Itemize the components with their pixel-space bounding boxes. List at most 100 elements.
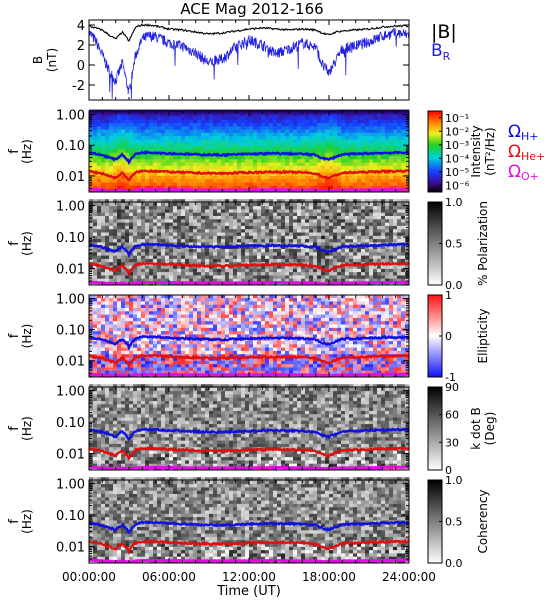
x-tick-label: 00:00:00 [62, 570, 116, 584]
legend-omega-he-symbol: Ω [508, 142, 521, 162]
legend-b-radial-sub: R [443, 50, 451, 63]
colorbar-tick-label: 10⁻¹ [445, 112, 469, 125]
colorbar-label: (nT²/Hz) [483, 127, 497, 175]
colorbar-label: % Polarization [476, 201, 490, 286]
y-tick-label: 0.01 [56, 355, 85, 370]
y-axis-label: f [7, 149, 22, 154]
colorbar-tick-label: 10⁻⁵ [445, 166, 469, 179]
gyro-line-h-plus [89, 520, 409, 535]
colorbar [427, 110, 443, 193]
y-tick-label: 0.01 [56, 448, 85, 463]
y-axis-label: f [7, 519, 22, 524]
series-line-b-radial [89, 27, 409, 100]
panel-polarization: 1.00 0.10 0.01 f(Hz) 1.0 0.5 0.0 % Polarization [7, 196, 490, 292]
colorbar-tick-label: 0.0 [445, 279, 463, 292]
colorbar-tick-label: 10⁻³ [445, 139, 469, 152]
y-axis-label: (Hz) [20, 231, 34, 256]
y-tick-label: 0.10 [56, 324, 85, 339]
y-tick-label: 0.01 [56, 263, 85, 278]
spectrogram [89, 384, 410, 471]
gyro-line-h-plus [89, 334, 409, 351]
y-axis-label: (Hz) [20, 139, 34, 164]
legend-gyro: ΩH+ ΩHe+ ΩO+ [508, 122, 545, 183]
colorbar-tick-label: 0.0 [445, 557, 463, 570]
colorbar-tick-label: 0 [445, 330, 452, 343]
y-axis-label: (Hz) [20, 416, 34, 441]
colorbar-tick-label: 10⁻² [445, 125, 469, 138]
colorbar-label: k dot B [469, 407, 483, 449]
spectrogram [89, 294, 410, 378]
y-tick-label: 0.01 [56, 541, 85, 556]
legend-b-radial: BR [431, 41, 451, 63]
colorbar-tick-label: 10⁻⁶ [445, 179, 470, 192]
gyro-line-h-plus [89, 149, 409, 165]
colorbar-tick-label: 90 [445, 381, 459, 394]
x-tick-label: 12:00:00 [222, 570, 276, 584]
gyro-line-he-plus [89, 353, 409, 371]
spectrogram [89, 109, 410, 193]
y-tick-label: 4 [77, 19, 85, 34]
y-tick-label: 2 [77, 39, 85, 54]
panel-kdotb: 1.00 0.10 0.01 f(Hz) 90 60 30 0 k dot B (Deg) [7, 381, 497, 477]
y-axis-label: B [31, 56, 45, 64]
legend-omega-o: ΩO+ [508, 162, 539, 183]
colorbar-tick-label: 0.5 [445, 238, 463, 251]
colorbar-tick-label: 60 [445, 409, 459, 422]
colorbar-tick-label: 30 [445, 436, 459, 449]
gyro-line-h-plus [89, 427, 409, 442]
x-tick-label: 18:00:00 [302, 570, 356, 584]
legend-omega-o-symbol: Ω [508, 162, 521, 182]
x-axis-label: Time (UT) [216, 584, 281, 599]
gyro-line-he-plus [89, 261, 409, 277]
colorbar-tick-label: -1 [445, 371, 456, 384]
colorbar-tick-label: 1.0 [445, 474, 463, 487]
y-axis-label: f [7, 426, 22, 431]
y-tick-label: 0 [77, 59, 85, 74]
panel-field: 4 2 0 -2 B (nT) [31, 19, 410, 101]
y-tick-label: 0.10 [56, 509, 85, 524]
legend-omega-h: ΩH+ [508, 122, 539, 143]
spectrogram [89, 199, 410, 286]
legend-omega-h-sub: H+ [521, 130, 539, 143]
legend-omega-he-sub: He+ [521, 150, 545, 163]
figure-title: ACE Mag 2012-166 [180, 0, 323, 18]
y-tick-label: 0.01 [56, 170, 85, 185]
y-tick-label: 1.00 [56, 109, 85, 124]
legend-omega-h-symbol: Ω [508, 122, 521, 142]
y-axis-label: f [7, 333, 22, 338]
y-tick-label: 1.00 [56, 478, 85, 493]
gyro-line-he-plus [89, 446, 409, 461]
colorbar-label: (Deg) [483, 412, 497, 446]
x-tick-label: 24:00:00 [382, 570, 436, 584]
gyro-line-he-plus [89, 169, 409, 182]
y-axis-label: (Hz) [20, 509, 34, 534]
legend-b-radial-name: B [431, 41, 443, 61]
colorbar-label: Intensity [469, 125, 483, 177]
y-tick-label: 1.00 [56, 385, 85, 400]
spectrogram [89, 477, 410, 564]
colorbar-tick-label: 0.5 [445, 516, 463, 529]
legend-omega-he: ΩHe+ [508, 142, 545, 163]
legend-field: |B| BR [431, 21, 457, 63]
panel-coherency: 1.00 0.10 0.01 f(Hz) 1.0 0.5 0.0 Coherency [7, 474, 490, 570]
plot-area [89, 20, 409, 100]
y-tick-label: -2 [72, 79, 85, 94]
y-axis-label: f [7, 241, 22, 246]
y-axis-label: (nT) [45, 48, 59, 72]
gyro-line-he-plus [89, 538, 409, 556]
panel-ellipticity: 1.00 0.10 0.01 f(Hz) 1 0 -1 Ellipticity [7, 289, 490, 384]
y-tick-label: 0.10 [56, 416, 85, 431]
legend-omega-o-sub: O+ [521, 170, 539, 183]
colorbar [427, 386, 443, 471]
colorbar-tick-label: 0 [445, 464, 452, 477]
y-axis-label: (Hz) [20, 324, 34, 349]
x-axis: 00:00:00 06:00:00 12:00:00 18:00:00 24:0… [62, 570, 436, 599]
series-line-b-magnitude [89, 23, 409, 42]
colorbar-label: Coherency [476, 489, 490, 553]
colorbar-tick-label: 10⁻⁴ [445, 152, 470, 165]
legend-b-magnitude: |B| [431, 21, 457, 43]
x-tick-label: 06:00:00 [142, 570, 196, 584]
y-tick-label: 1.00 [56, 293, 85, 308]
y-tick-label: 0.10 [56, 139, 85, 154]
